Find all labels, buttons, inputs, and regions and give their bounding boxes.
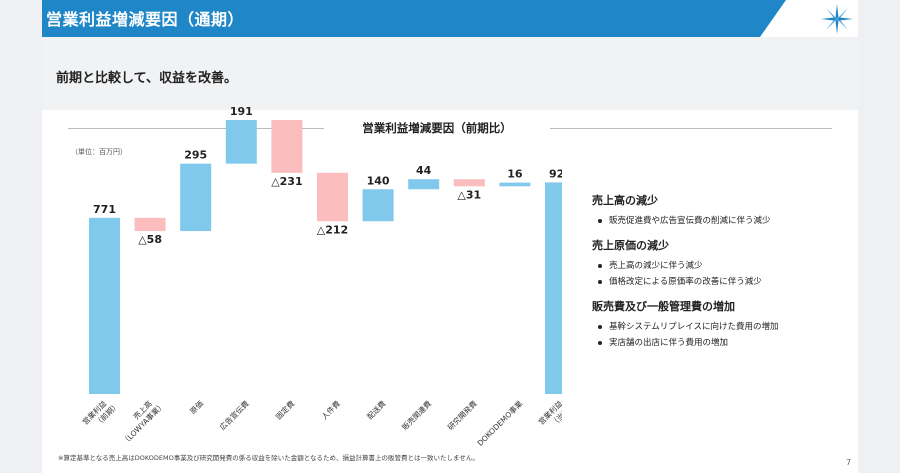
unit-label: （単位：百万円）	[71, 148, 127, 156]
slide: 営業利益増減要因（通期） 前期と比較して、収益を改善。 営業利益増減要因（前期比…	[42, 0, 858, 473]
value-label-2: 295	[184, 149, 207, 162]
note-bullet: 実店舗の出店に伴う費用の増加	[598, 336, 852, 348]
note-bullet: 基幹システムリプレイスに向けた費用の増加	[598, 320, 852, 332]
header-bar	[42, 0, 786, 37]
bullet-dot-icon	[598, 324, 602, 329]
bar-2	[180, 163, 212, 232]
explanation-notes: 売上高の減少販売促進費や広告宣伝費の削減に伴う減少売上原価の減少売上高の減少に伴…	[592, 192, 852, 359]
bar-10	[545, 182, 562, 394]
chart-title-rule-left	[68, 128, 324, 129]
bullet-dot-icon	[598, 263, 602, 268]
footnote: ※算定基準となる売上高はDOKODEMO事業及び研究開発費の係る収益を除いた金額…	[58, 454, 479, 462]
category-label-6: 配送費	[365, 398, 388, 421]
value-label-0: 771	[93, 203, 116, 216]
category-label-1: 売上高（LOWYA事業）	[113, 393, 167, 447]
value-label-1: △58	[138, 233, 162, 246]
note-heading: 売上原価の減少	[592, 239, 669, 252]
right-margin	[858, 0, 900, 473]
value-label-6: 140	[367, 174, 390, 187]
value-label-4: △231	[271, 175, 302, 188]
page-number: 7	[846, 458, 852, 467]
left-margin	[0, 0, 42, 473]
note-heading: 売上高の減少	[592, 194, 658, 207]
category-label-10: 営業利益（当期）	[536, 393, 562, 434]
category-label-2: 原価	[187, 398, 205, 416]
bar-5	[317, 172, 348, 222]
category-label-0: 営業利益（前期）	[80, 393, 121, 434]
note-group-2: 販売費及び一般管理費の増加基幹システムリプレイスに向けた費用の増加 実店舗の出店に…	[592, 298, 852, 348]
bar-4	[271, 120, 303, 173]
chart-title-rule-right	[550, 128, 832, 129]
bar-9	[499, 182, 531, 187]
value-label-8: △31	[457, 188, 481, 201]
bar-0	[89, 217, 120, 394]
note-heading: 販売費及び一般管理費の増加	[592, 300, 735, 313]
bullet-dot-icon	[598, 279, 602, 284]
bar-3	[225, 120, 257, 164]
category-label-9: DOKODEMO事業	[475, 398, 525, 448]
value-label-7: 44	[416, 164, 432, 177]
slide-subtitle: 前期と比較して、収益を改善。	[56, 71, 237, 86]
value-label-5: △212	[317, 223, 348, 236]
category-label-7: 販売関連費	[400, 398, 434, 432]
bar-1	[134, 217, 166, 232]
bar-8	[453, 179, 485, 187]
bullet-dot-icon	[598, 218, 602, 223]
category-label-8: 研究開発費	[445, 398, 479, 432]
category-label-3: 広告宣伝費	[217, 398, 251, 432]
note-bullet: 価格改定による原価率の改善に伴う減少	[598, 275, 852, 287]
note-group-0: 売上高の減少販売促進費や広告宣伝費の削減に伴う減少	[592, 192, 852, 226]
category-label-5: 人件費	[319, 398, 342, 421]
bar-6	[362, 189, 394, 222]
bar-7	[408, 179, 440, 190]
bullet-dot-icon	[598, 340, 602, 345]
note-group-1: 売上原価の減少売上高の減少に伴う減少 価格改定による原価率の改善に伴う減少	[592, 237, 852, 287]
value-label-9: 16	[507, 168, 523, 181]
category-label-4: 固定費	[273, 398, 296, 421]
chart-title: 営業利益増減要因（前期比）	[362, 121, 512, 135]
waterfall-chart: 771 営業利益（前期） △58 売上高（LOWYA事業） 295 原価 191 広告宣伝費 △…	[80, 105, 562, 448]
note-bullet: 販売促進費や広告宣伝費の削減に伴う減少	[598, 214, 852, 226]
page-title: 営業利益増減要因（通期）	[46, 10, 245, 29]
note-bullet: 売上高の減少に伴う減少	[598, 259, 852, 271]
compass-star-icon	[821, 4, 853, 34]
subtitle-band	[42, 37, 858, 110]
value-label-10: 926	[549, 167, 562, 180]
value-label-3: 191	[230, 105, 253, 118]
